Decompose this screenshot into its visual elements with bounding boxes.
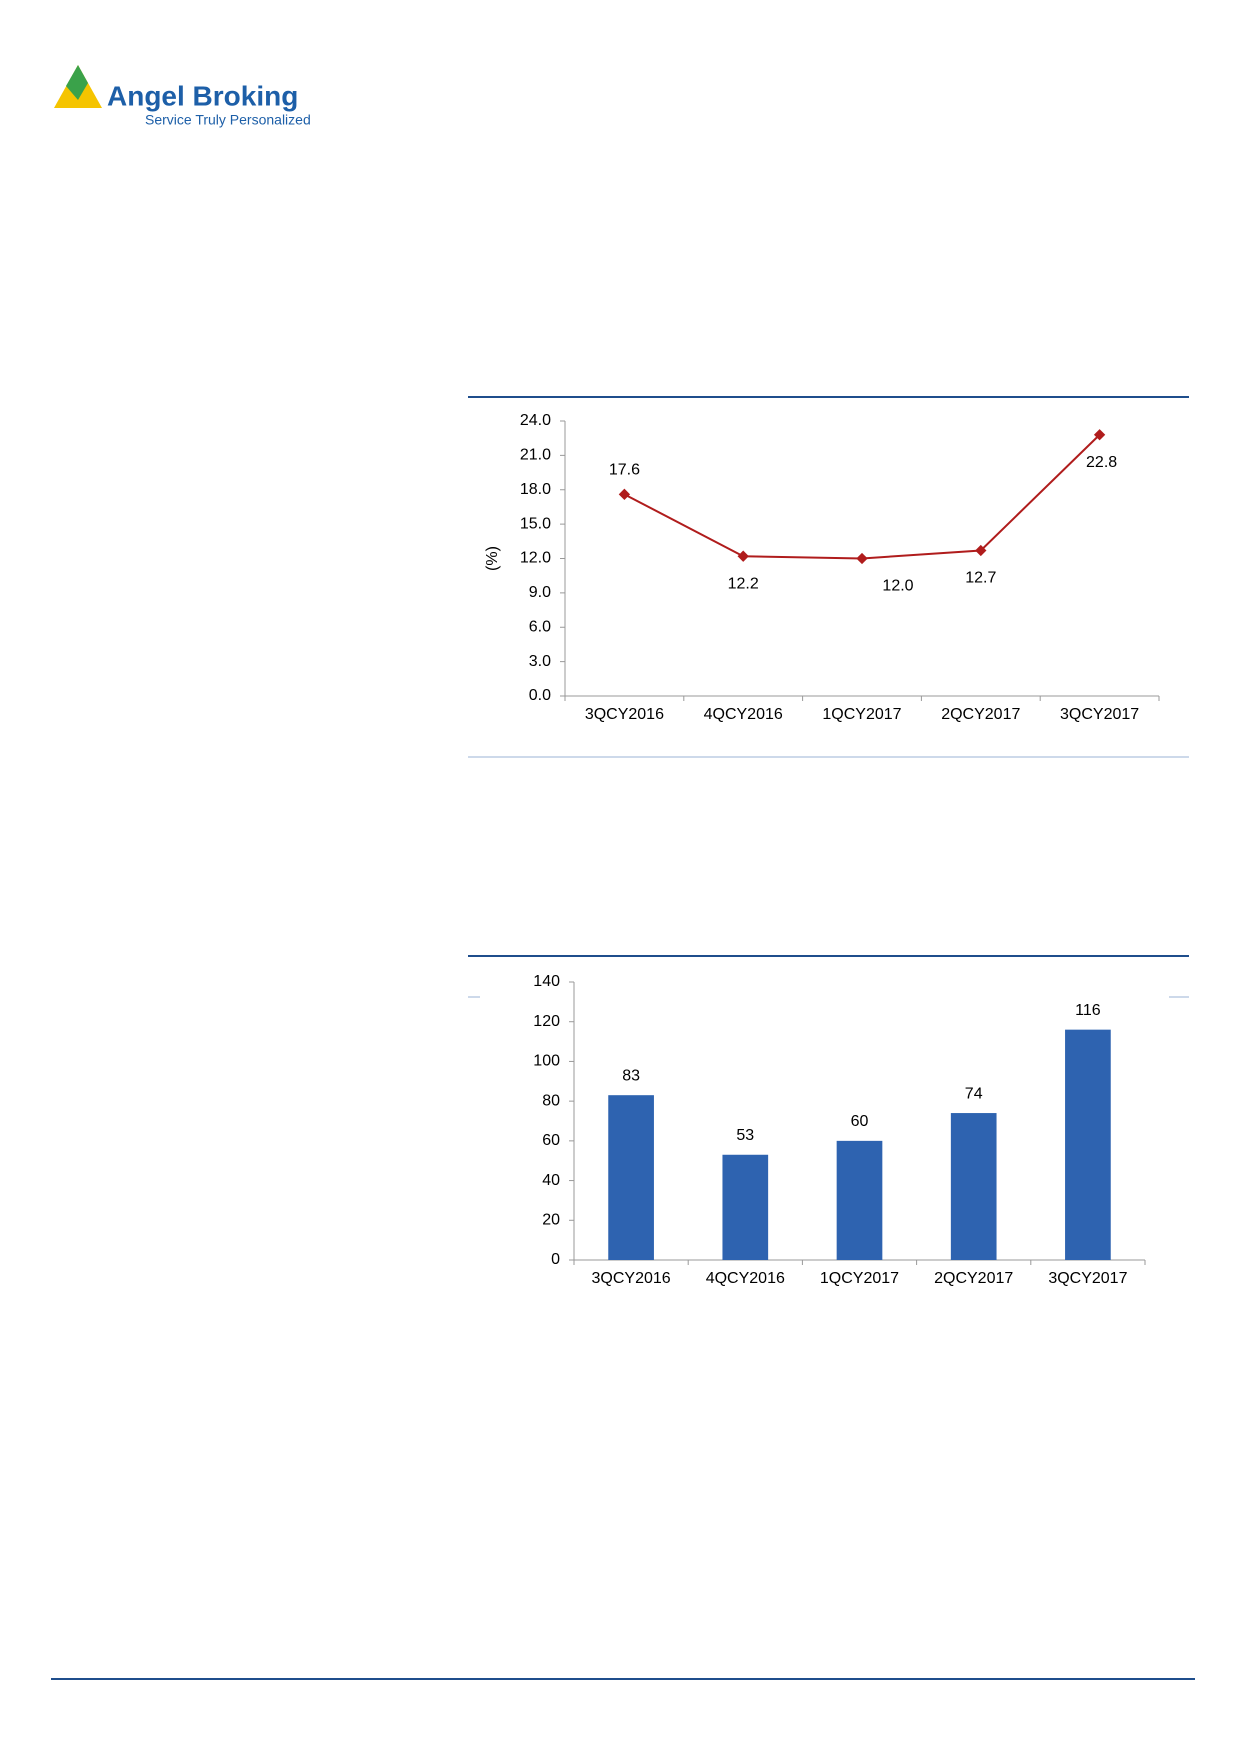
y-tick-label: 9.0 bbox=[529, 584, 551, 601]
x-tick-label: 3QCY2016 bbox=[585, 706, 664, 723]
logo: Angel Broking Service Truly Personalized bbox=[54, 65, 311, 128]
y-tick-label: 140 bbox=[533, 973, 560, 990]
logo-tagline: Service Truly Personalized bbox=[145, 112, 311, 128]
y-tick-label: 40 bbox=[542, 1172, 560, 1189]
data-label: 12.2 bbox=[728, 575, 759, 592]
data-label: 12.0 bbox=[882, 578, 913, 595]
y-tick-label: 100 bbox=[533, 1053, 560, 1070]
x-tick-label: 4QCY2016 bbox=[704, 706, 783, 723]
bar bbox=[722, 1154, 769, 1260]
x-tick-label: 4QCY2016 bbox=[706, 1270, 785, 1287]
bar bbox=[608, 1095, 654, 1260]
point bbox=[975, 544, 987, 557]
y-tick-label: 15.0 bbox=[520, 515, 551, 532]
data-label: 17.6 bbox=[609, 462, 640, 479]
y-tick-label: 12.0 bbox=[520, 550, 551, 567]
y-tick-label: 0 bbox=[551, 1251, 560, 1268]
data-label: 74 bbox=[965, 1085, 983, 1102]
x-tick-label: 1QCY2017 bbox=[822, 706, 901, 723]
x-tick-label: 3QCY2017 bbox=[1048, 1270, 1127, 1287]
logo-name: Angel Broking bbox=[107, 80, 298, 111]
line bbox=[623, 434, 1101, 560]
bar bbox=[836, 1140, 883, 1260]
y-tick-label: 3.0 bbox=[529, 653, 551, 670]
x-tick-label: 1QCY2017 bbox=[820, 1270, 899, 1287]
y-axis-label: (%) bbox=[484, 546, 501, 571]
x-tick-label: 2QCY2017 bbox=[934, 1270, 1013, 1287]
y-tick-label: 20 bbox=[542, 1212, 560, 1229]
y-tick-label: 24.0 bbox=[520, 412, 551, 429]
point bbox=[856, 552, 868, 565]
x-tick-label: 2QCY2017 bbox=[941, 706, 1020, 723]
point bbox=[618, 488, 631, 500]
data-label: 60 bbox=[851, 1113, 869, 1130]
bar bbox=[1065, 1029, 1111, 1260]
data-label: 116 bbox=[1075, 1002, 1101, 1019]
x-tick-label: 3QCY2016 bbox=[592, 1270, 671, 1287]
data-label: 12.7 bbox=[965, 570, 996, 587]
y-tick-label: 6.0 bbox=[529, 618, 551, 635]
y-tick-label: 18.0 bbox=[520, 481, 551, 498]
y-tick-label: 60 bbox=[542, 1132, 560, 1149]
y-tick-label: 21.0 bbox=[520, 447, 551, 464]
logo-mark-green bbox=[66, 65, 88, 100]
data-label: 83 bbox=[622, 1067, 640, 1084]
data-label: 22.8 bbox=[1086, 454, 1117, 471]
y-tick-label: 0.0 bbox=[529, 687, 551, 704]
point bbox=[1093, 429, 1106, 441]
point bbox=[737, 550, 749, 562]
x-tick-label: 3QCY2017 bbox=[1060, 706, 1139, 723]
y-tick-label: 80 bbox=[542, 1092, 560, 1109]
y-tick-label: 120 bbox=[533, 1013, 560, 1030]
bar bbox=[950, 1113, 997, 1260]
data-label: 53 bbox=[736, 1127, 754, 1144]
